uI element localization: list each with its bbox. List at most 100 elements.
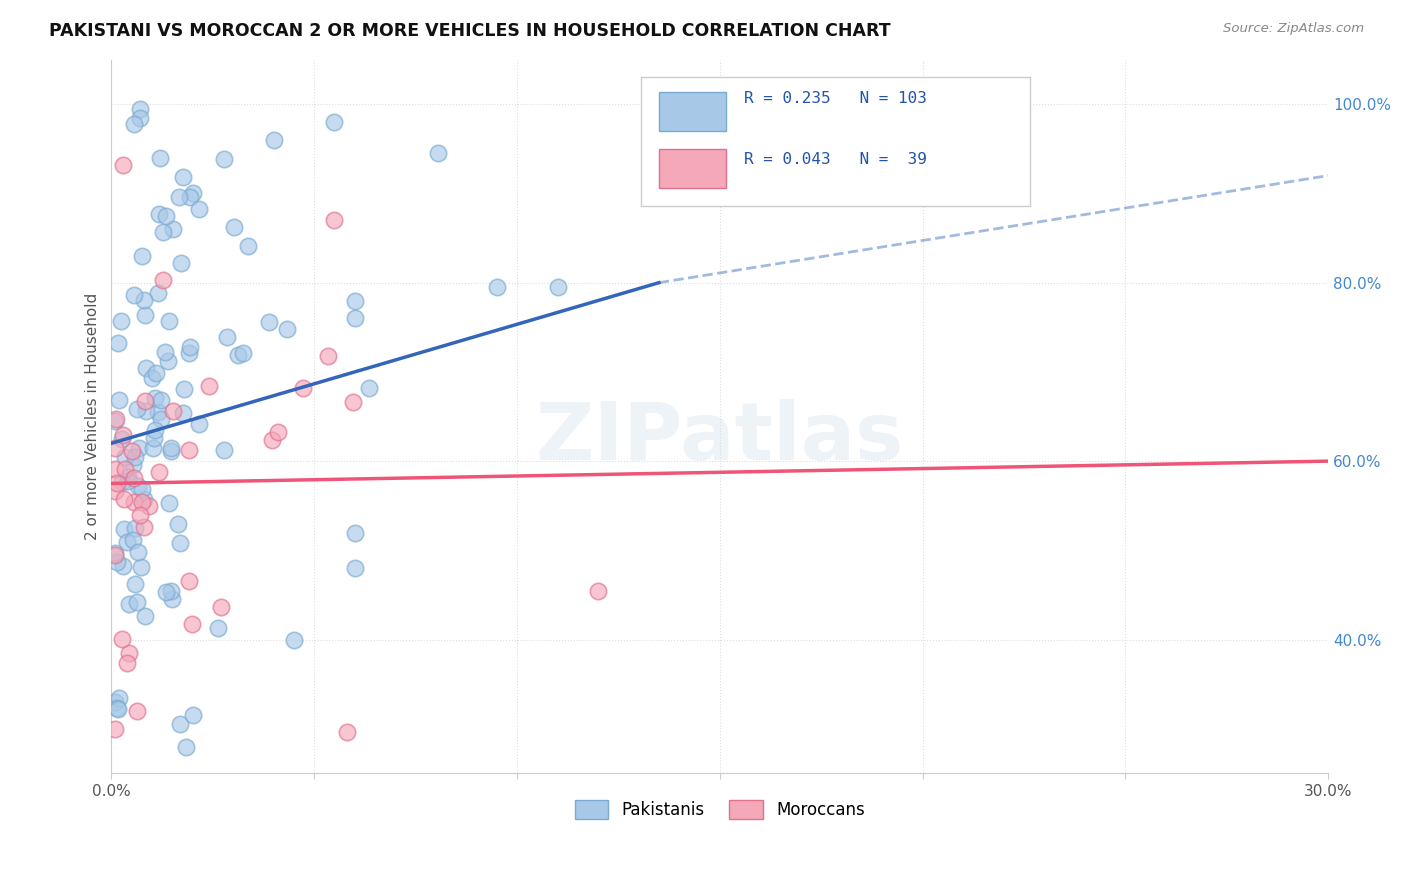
Point [292,381,315,395]
Point [198,379,221,393]
Point [142,431,165,445]
Point [260,433,283,447]
Point [343,525,366,540]
Point [173,383,195,397]
Point [170,256,193,270]
Point [132,520,155,534]
Point [121,444,143,458]
Point [107,336,129,351]
Point [105,412,128,426]
Point [108,691,131,706]
Point [138,500,160,514]
Point [104,441,127,455]
Point [146,404,169,418]
Bar [659,149,725,188]
Text: R = 0.043   N =  39: R = 0.043 N = 39 [744,152,927,167]
Point [276,322,298,336]
Point [343,311,366,326]
Point [212,443,235,458]
Point [112,522,135,536]
Point [179,346,201,360]
Point [172,169,194,184]
Point [148,465,170,479]
Point [174,739,197,754]
Point [209,600,232,615]
Point [104,484,127,499]
Point [104,462,127,476]
Point [104,549,127,563]
Point [124,521,146,535]
Point [127,704,149,718]
Point [485,280,508,294]
Point [114,450,136,465]
Point [316,349,339,363]
Point [124,576,146,591]
Point [162,404,184,418]
Point [143,423,166,437]
Point [127,479,149,493]
Point [129,508,152,522]
Point [283,632,305,647]
Point [232,345,254,359]
Point [117,470,139,484]
Point [122,288,145,302]
Point [222,219,245,234]
Point [135,404,157,418]
Point [267,425,290,439]
Legend: Pakistanis, Moroccans: Pakistanis, Moroccans [568,793,872,826]
Point [181,708,204,723]
Point [257,315,280,329]
Point [131,495,153,509]
Point [112,158,135,172]
Point [226,348,249,362]
Text: ZIPatlas: ZIPatlas [536,399,904,477]
Point [187,202,209,217]
Point [236,238,259,252]
Point [105,475,128,490]
Point [128,102,150,116]
Point [160,444,183,458]
Point [149,393,172,408]
Point [132,293,155,307]
Point [145,367,167,381]
Point [118,646,141,660]
Point [114,462,136,476]
Y-axis label: 2 or more Vehicles in Household: 2 or more Vehicles in Household [86,293,100,541]
Point [167,516,190,531]
Point [153,345,176,359]
Point [131,482,153,496]
Point [110,314,132,328]
Point [105,555,128,569]
Point [188,417,211,432]
Point [586,583,609,598]
Point [155,209,177,223]
Point [359,381,381,395]
Point [547,280,569,294]
Point [117,475,139,489]
Point [152,273,174,287]
Point [115,656,138,670]
Point [125,402,148,417]
Point [179,189,201,203]
Point [323,213,346,227]
Point [152,225,174,239]
Point [179,574,201,589]
Point [181,186,204,201]
Point [142,441,165,455]
Point [128,441,150,455]
Point [427,145,450,160]
Point [122,117,145,131]
Point [131,560,153,574]
Point [122,533,145,548]
Point [128,111,150,125]
Point [148,207,170,221]
Point [172,406,194,420]
Point [134,609,156,624]
Point [104,722,127,736]
Point [115,535,138,549]
Point [135,361,157,376]
Point [143,391,166,405]
Point [108,392,131,407]
Point [122,471,145,485]
Point [343,293,366,308]
